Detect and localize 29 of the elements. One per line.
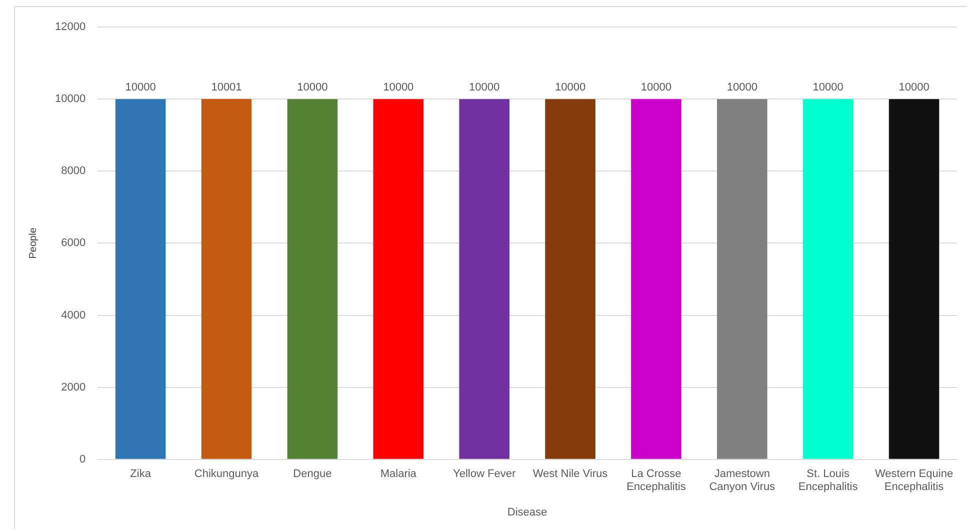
x-tick-label: La Crosse Encephalitis — [626, 468, 686, 494]
y-tick-label: 8000 — [61, 165, 86, 178]
data-label: 10001 — [211, 82, 242, 94]
x-tick-label: Dengue — [293, 468, 332, 480]
y-tick-label: 10000 — [54, 93, 86, 106]
x-axis-title: Disease — [507, 506, 548, 518]
y-tick-label: 0 — [79, 453, 86, 466]
x-tick-label: Jamestown Canyon Virus — [709, 468, 776, 494]
x-tick-label: St. Louis Encephalitis — [798, 468, 858, 494]
data-label: 10000 — [554, 82, 586, 94]
x-tick-label: Malaria — [380, 468, 418, 480]
data-label: 10000 — [812, 82, 844, 94]
y-tick-label: 6000 — [61, 237, 86, 250]
y-tick-label: 2000 — [61, 381, 86, 394]
y-tick-label: 12000 — [54, 21, 86, 34]
x-tick-label: Zika — [130, 468, 152, 480]
data-label: 10000 — [898, 82, 930, 94]
x-tick-label: Yellow Fever — [453, 468, 516, 480]
data-label: 10000 — [125, 82, 156, 94]
x-tick-label: Western Equine Encephalitis — [874, 468, 954, 494]
data-label: 10000 — [297, 82, 328, 94]
data-label: 10000 — [383, 82, 414, 94]
x-tick-label: West Nile Virus — [532, 468, 608, 480]
data-label: 10000 — [726, 82, 758, 94]
data-label: 10000 — [640, 82, 672, 94]
y-axis-title: People — [28, 227, 39, 259]
data-label: 10000 — [469, 82, 500, 94]
x-tick-label: Chikungunya — [194, 468, 260, 480]
y-tick-label: 4000 — [61, 309, 86, 322]
